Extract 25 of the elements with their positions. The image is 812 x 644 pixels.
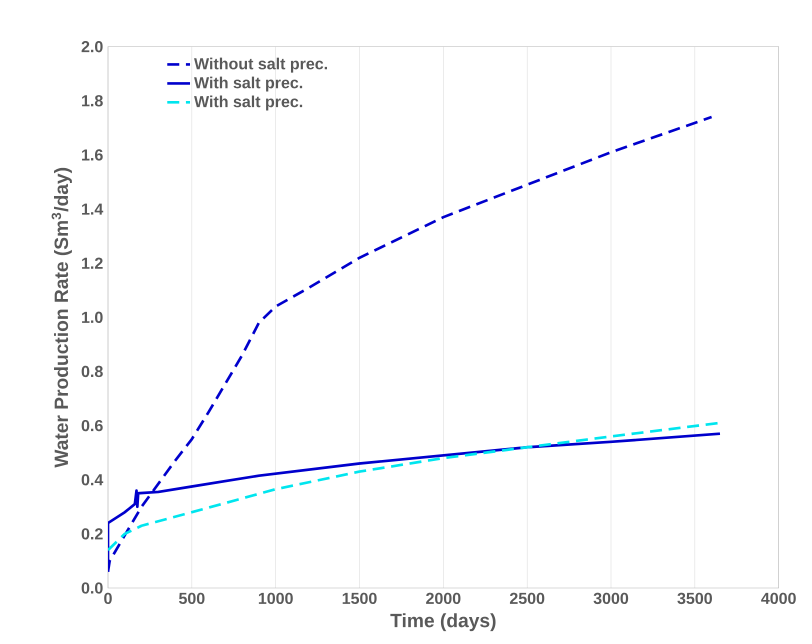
legend-label: With salt prec. — [194, 96, 302, 110]
y-tick-label: 0.8 — [82, 366, 103, 378]
y-tick-label: 1.0 — [82, 312, 103, 323]
x-tick-label: 4000 — [761, 592, 796, 604]
x-tick-label: 2000 — [426, 592, 460, 604]
y-axis-title: Water Production Rate (Sm$^{3}$/day) — [52, 168, 72, 468]
x-tick-label: 3000 — [594, 592, 628, 604]
y-tick-label: 0.4 — [82, 474, 104, 486]
x-tick-label: 3500 — [677, 592, 712, 604]
x-tick-label: 2500 — [510, 592, 544, 604]
y-tick-label: 1.8 — [82, 95, 103, 106]
x-tick-label: 0 — [104, 592, 112, 604]
y-tick-label: 0.0 — [82, 582, 103, 594]
y-tick-label: 0.2 — [82, 528, 103, 540]
y-tick-label: 1.4 — [82, 204, 104, 215]
x-tick-label: 500 — [178, 592, 205, 604]
y-tick-label: 1.6 — [82, 149, 103, 161]
y-tick-label: 2.0 — [82, 41, 103, 52]
legend-label: With salt prec. — [194, 76, 302, 92]
legend-label: Without salt prec. — [194, 58, 327, 73]
y-tick-label: 1.2 — [82, 258, 103, 269]
x-tick-label: 1500 — [342, 592, 377, 604]
x-axis-title: Time (days) — [390, 613, 496, 632]
x-tick-label: 1000 — [258, 592, 293, 604]
y-tick-label: 0.6 — [82, 420, 103, 432]
